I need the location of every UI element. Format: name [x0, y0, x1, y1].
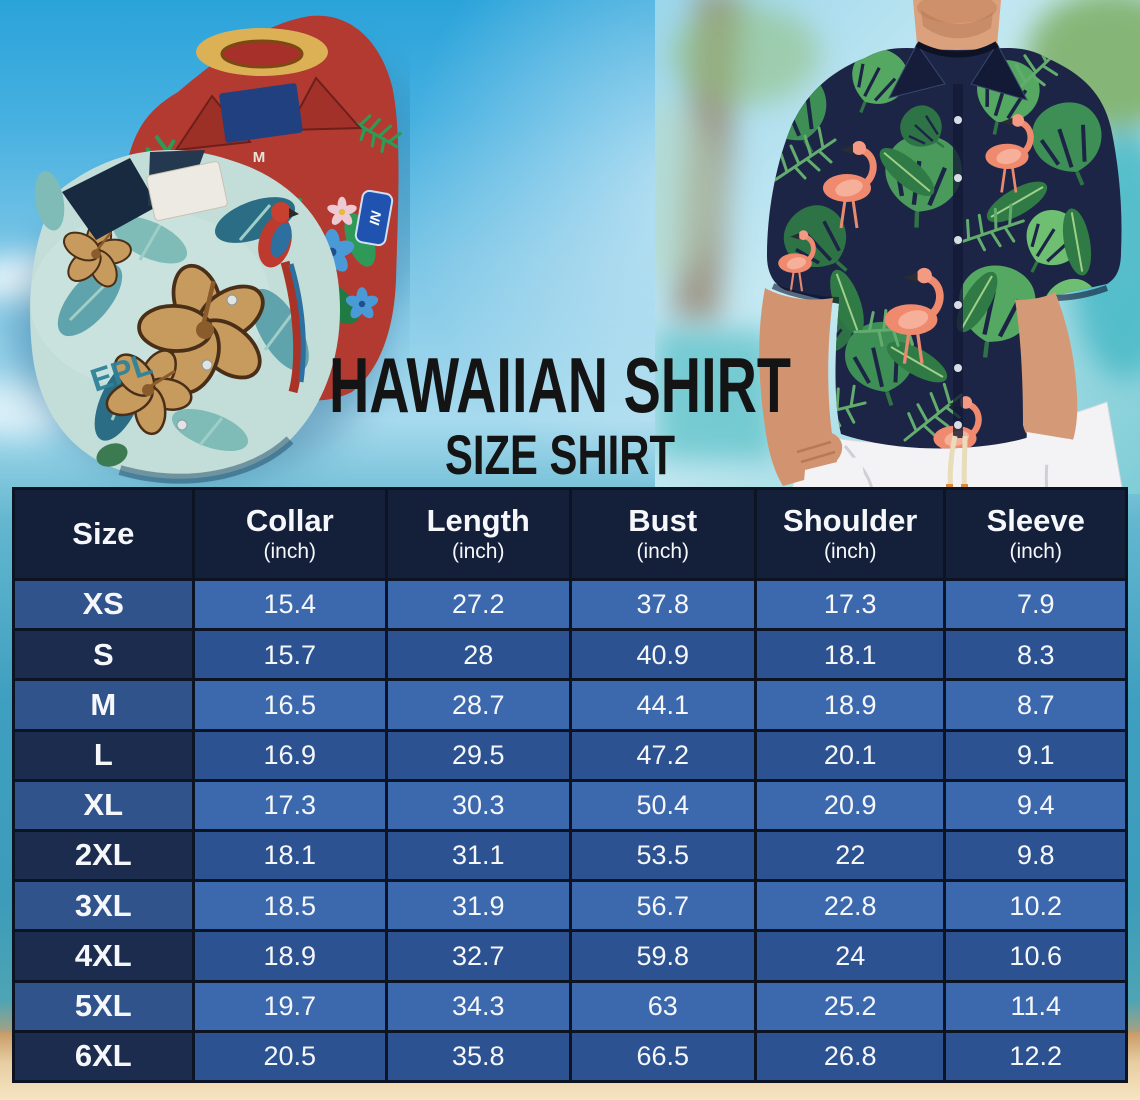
shirt-buttons	[954, 116, 962, 429]
hawaiian-shirt-title: HAWAIIAN SHIRT	[329, 346, 791, 429]
value-cell: 12.2	[946, 1032, 1125, 1080]
teal-hawaiian-shirt: EPL	[30, 150, 341, 484]
value-cell: 27.2	[387, 581, 569, 629]
value-cell: 47.2	[571, 731, 754, 779]
value-cell: 44.1	[571, 681, 754, 729]
teal-shirt-collar	[62, 158, 158, 240]
value-cell: 53.5	[571, 832, 754, 880]
value-cell: 22.8	[757, 882, 944, 930]
size-cell: XL	[15, 781, 192, 829]
value-cell: 17.3	[757, 581, 944, 629]
value-cell: 19.7	[194, 982, 385, 1030]
red-shirt-sleeve-patch: IN	[354, 189, 394, 247]
value-cell: 8.7	[946, 681, 1125, 729]
value-cell: 59.8	[571, 932, 754, 980]
value-cell: 18.1	[194, 832, 385, 880]
value-cell: 20.5	[194, 1032, 385, 1080]
value-cell: 22	[757, 832, 944, 880]
value-cell: 26.8	[757, 1032, 944, 1080]
value-cell: 18.9	[194, 932, 385, 980]
size-cell: S	[15, 631, 192, 679]
value-cell: 16.9	[194, 731, 385, 779]
model-photo	[655, 0, 1140, 494]
value-cell: 32.7	[387, 932, 569, 980]
header-cell-collar: Collar (inch)	[194, 490, 385, 578]
parrot-motif	[258, 202, 306, 394]
value-cell: 20.1	[757, 731, 944, 779]
value-cell: 34.3	[387, 982, 569, 1030]
red-shirt-size-tag: M	[253, 149, 266, 166]
value-cell: 18.5	[194, 882, 385, 930]
size-cell: M	[15, 681, 192, 729]
man-arms	[759, 288, 1078, 494]
bird-motif	[96, 443, 128, 467]
header-cell-length: Length (inch)	[387, 490, 569, 578]
value-cell: 9.4	[946, 781, 1125, 829]
value-cell: 15.7	[194, 631, 385, 679]
value-cell: 8.3	[946, 631, 1125, 679]
value-cell: 31.1	[387, 832, 569, 880]
value-cell: 9.1	[946, 731, 1125, 779]
size-cell: 5XL	[15, 982, 192, 1030]
value-cell: 37.8	[571, 581, 754, 629]
value-cell: 24	[757, 932, 944, 980]
value-cell: 28	[387, 631, 569, 679]
value-cell: 35.8	[387, 1032, 569, 1080]
value-cell: 30.3	[387, 781, 569, 829]
shirt-collar	[888, 41, 1028, 101]
value-cell: 15.4	[194, 581, 385, 629]
header-cell-size: Size	[15, 490, 192, 578]
size-cell: XS	[15, 581, 192, 629]
value-cell: 31.9	[387, 882, 569, 930]
value-cell: 66.5	[571, 1032, 754, 1080]
value-cell: 10.2	[946, 882, 1125, 930]
value-cell: 11.4	[946, 982, 1125, 1030]
value-cell: 25.2	[757, 982, 944, 1030]
size-cell: L	[15, 731, 192, 779]
value-cell: 28.7	[387, 681, 569, 729]
value-cell: 16.5	[194, 681, 385, 729]
header-cell-shoulder: Shoulder (inch)	[757, 490, 944, 578]
teal-shirt-label	[146, 161, 228, 221]
header-cell-bust: Bust (inch)	[571, 490, 754, 578]
size-cell: 3XL	[15, 882, 192, 930]
size-cell: 6XL	[15, 1032, 192, 1080]
value-cell: 56.7	[571, 882, 754, 930]
teal-shirt-buttons	[176, 294, 238, 431]
value-cell: 17.3	[194, 781, 385, 829]
size-table: Size Collar (inch) Length (inch) Bust (inch…	[12, 487, 1128, 1083]
value-cell: 9.8	[946, 832, 1125, 880]
value-cell: 20.9	[757, 781, 944, 829]
value-cell: 18.9	[757, 681, 944, 729]
size-cell: 4XL	[15, 932, 192, 980]
red-shirt-inner-label	[219, 83, 303, 143]
value-cell: 40.9	[571, 631, 754, 679]
size-chart-subtitle: SIZE SHIRT	[445, 423, 675, 486]
value-cell: 63	[571, 982, 754, 1030]
value-cell: 29.5	[387, 731, 569, 779]
title-block: HAWAIIAN SHIRT SIZE SHIRT	[329, 346, 791, 486]
value-cell: 10.6	[946, 932, 1125, 980]
svg-text:IN: IN	[366, 209, 384, 226]
header-cell-sleeve: Sleeve (inch)	[946, 490, 1125, 578]
size-cell: 2XL	[15, 832, 192, 880]
value-cell: 50.4	[571, 781, 754, 829]
value-cell: 7.9	[946, 581, 1125, 629]
value-cell: 18.1	[757, 631, 944, 679]
folded-shirts-photo: M IN	[15, 15, 410, 484]
